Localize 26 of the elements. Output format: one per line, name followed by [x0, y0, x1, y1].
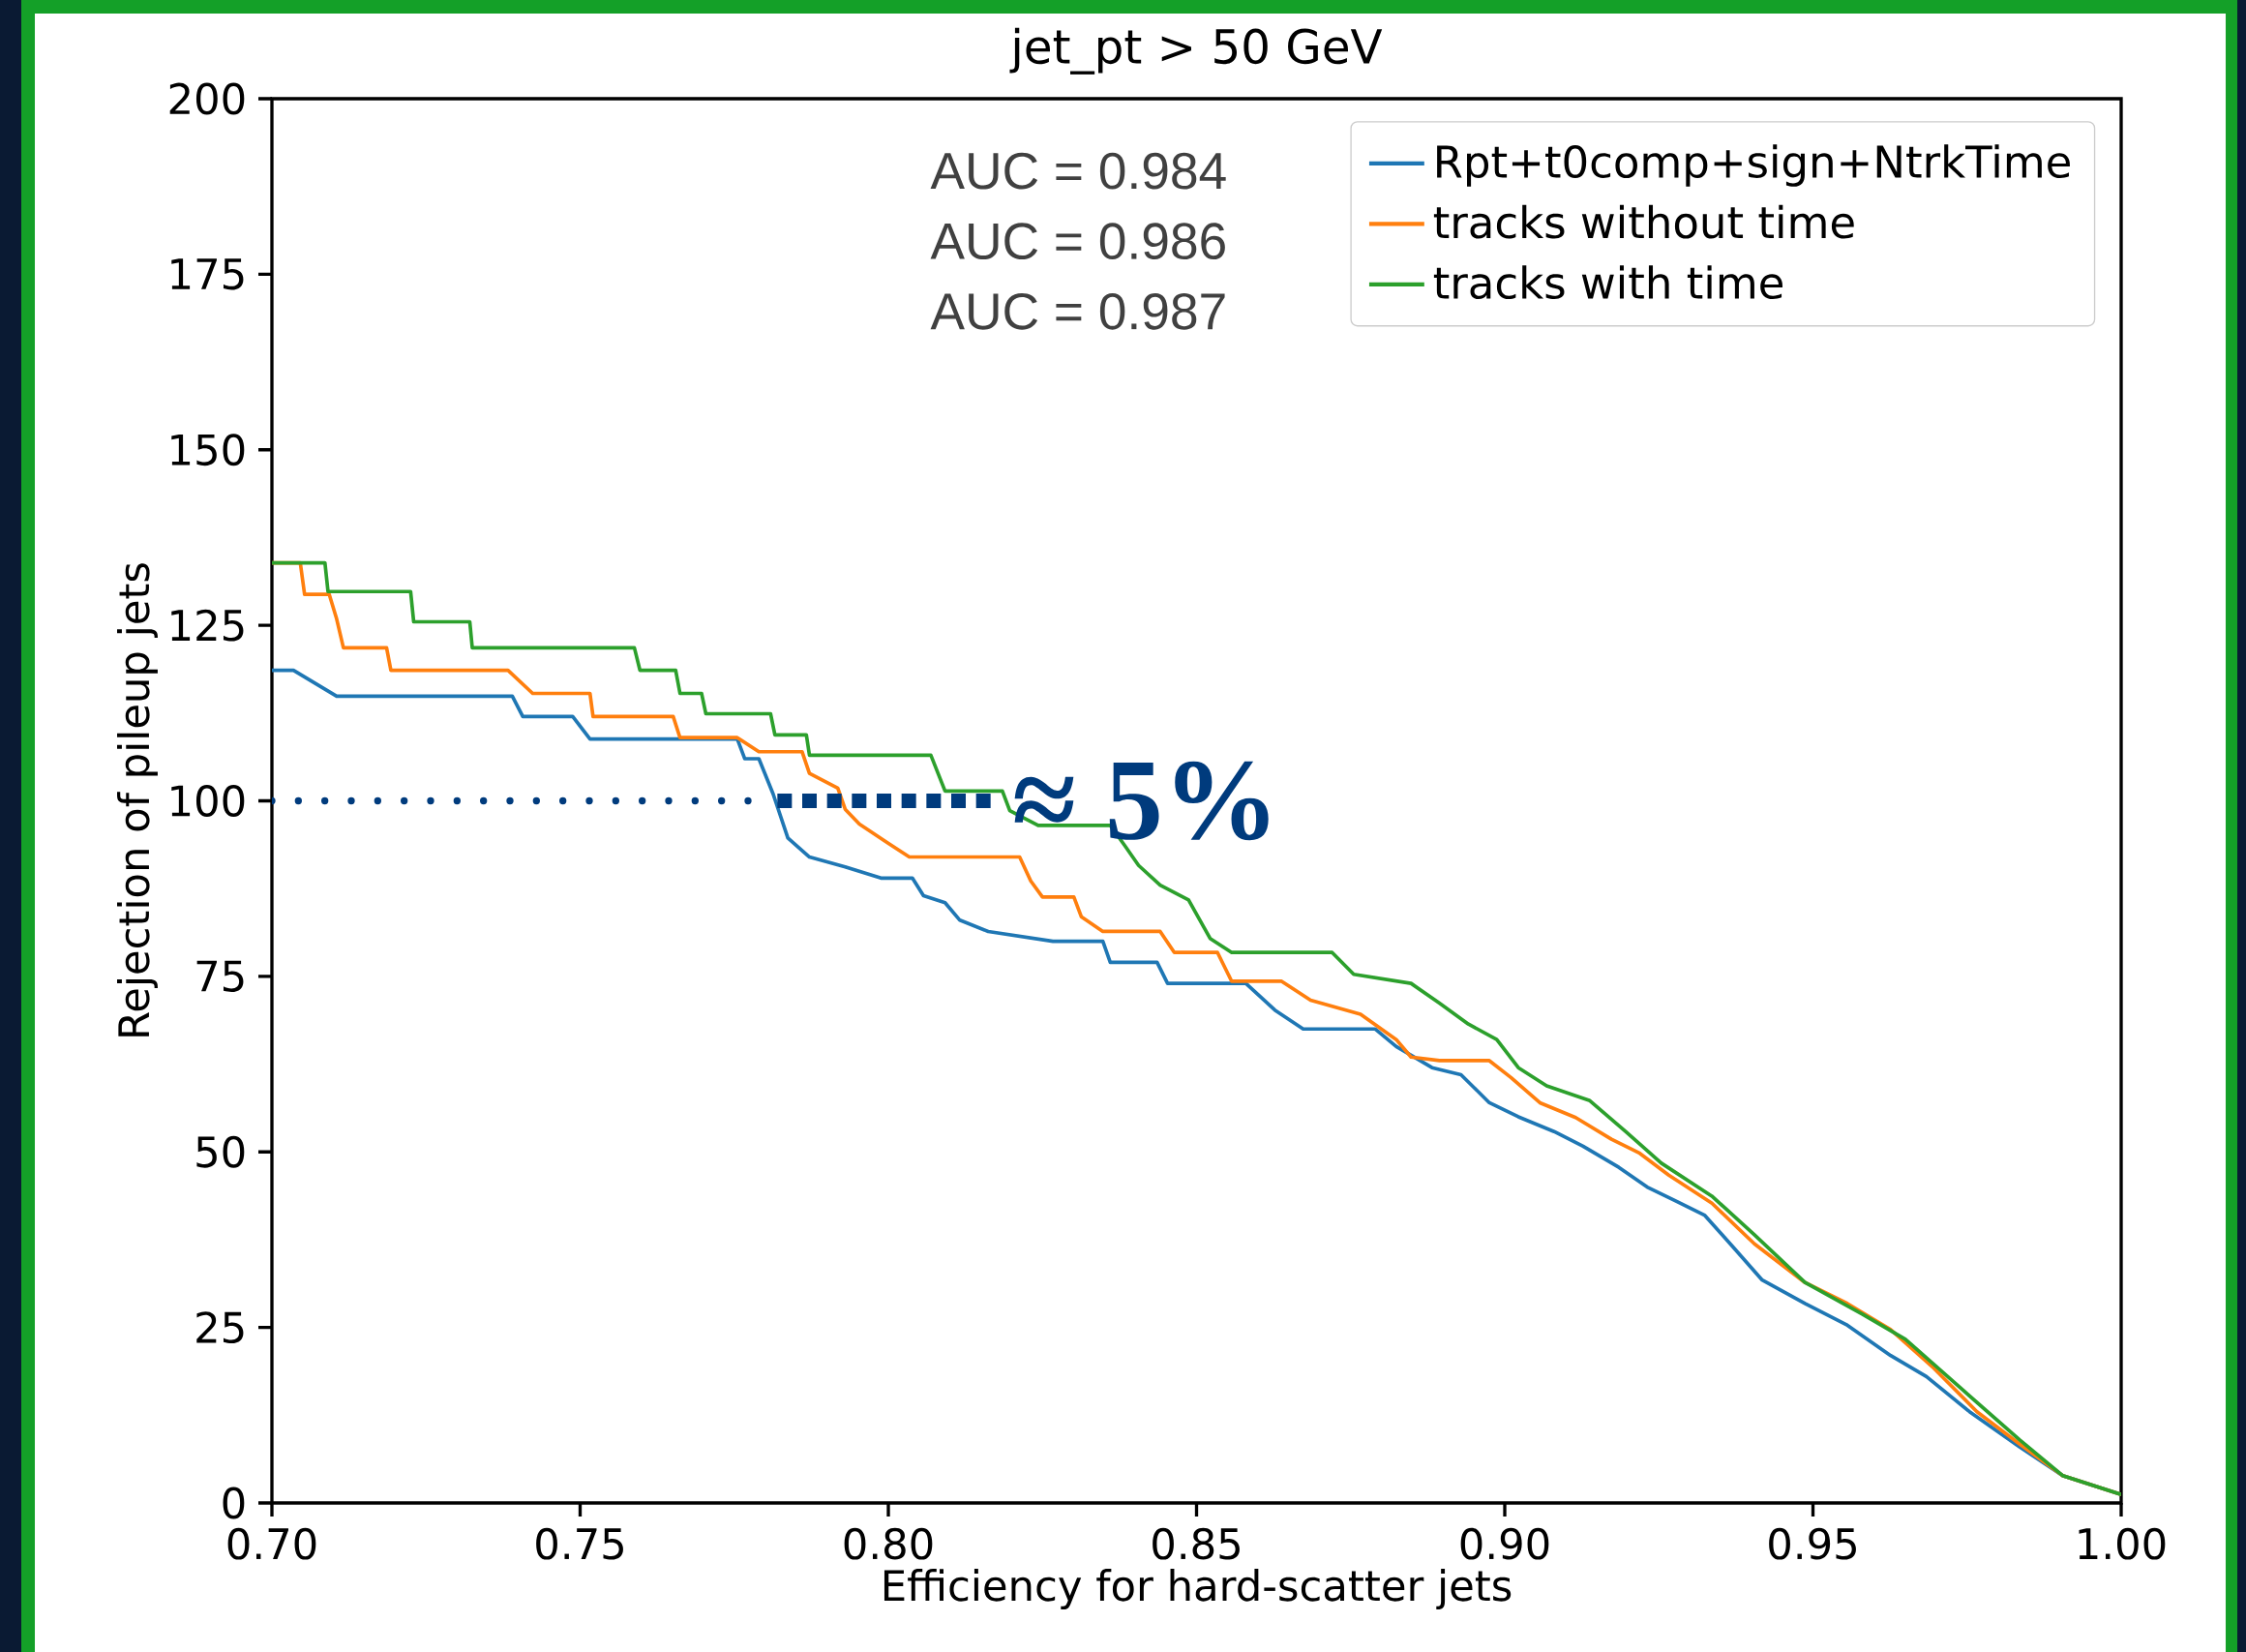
- y-axis-title: Rejection of pileup jets: [117, 563, 158, 1036]
- y-tick-label: 200: [169, 82, 245, 115]
- y-tick-label: 0: [223, 1487, 245, 1519]
- annotation: AUC = 0.984: [930, 152, 1226, 190]
- x-tick-label: 1.00: [2079, 1527, 2166, 1560]
- legend-label: tracks with time: [1433, 265, 1782, 300]
- x-axis-title: Efficiency for hard-scatter jets: [883, 1569, 1512, 1610]
- x-tick-label: 0.90: [1460, 1527, 1549, 1560]
- x-tick-label: 0.95: [1769, 1527, 1856, 1560]
- chart-title: jet_pt > 50 GeV: [1009, 27, 1383, 75]
- annotation: AUC = 0.987: [930, 292, 1225, 330]
- x-tick-label: 0.75: [536, 1527, 623, 1560]
- x-tick-label: 0.80: [844, 1527, 933, 1560]
- y-tick-label: 25: [196, 1311, 244, 1344]
- y-tick-label: 100: [171, 785, 245, 817]
- y-tick-label: 125: [171, 609, 244, 642]
- y-tick-label: 75: [196, 960, 244, 992]
- annotation: ≈ 5%: [1014, 761, 1269, 841]
- y-tick-label: 50: [196, 1135, 245, 1168]
- annotation: AUC = 0.986: [930, 223, 1225, 260]
- y-tick-label: 175: [171, 258, 244, 290]
- y-tick-label: 150: [171, 434, 245, 466]
- legend-label: Rpt+t0comp+sign+NtrkTime: [1437, 144, 2070, 187]
- legend-label: tracks without time: [1433, 204, 1854, 239]
- x-tick-label: 0.85: [1153, 1527, 1240, 1560]
- x-tick-label: 0.70: [227, 1527, 316, 1560]
